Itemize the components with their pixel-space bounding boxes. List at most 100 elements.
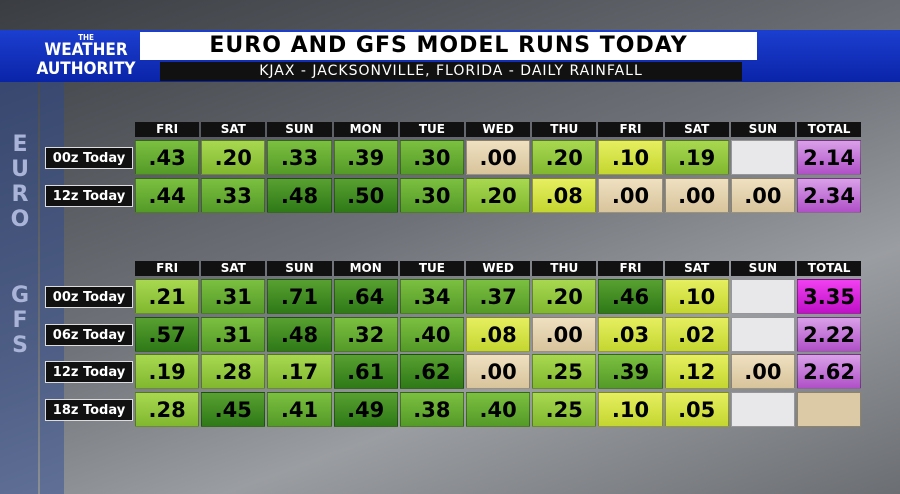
cell: .19	[664, 140, 729, 175]
cell: .39	[598, 354, 663, 389]
column-header: FRI	[135, 261, 200, 276]
cell: .64	[333, 279, 398, 314]
column-header: FRI	[598, 261, 663, 276]
cell: .48	[267, 316, 332, 352]
column-header: WED	[466, 122, 531, 137]
cell	[797, 391, 862, 427]
column-header: WED	[466, 261, 531, 276]
cell: .10	[598, 391, 663, 427]
cell: .08	[466, 316, 531, 352]
column-header: SAT	[201, 261, 266, 276]
cell: .20	[201, 140, 266, 175]
cell: .00	[598, 177, 663, 213]
cell: .33	[201, 177, 266, 213]
cell: .03	[598, 316, 663, 352]
column-header: SAT	[664, 122, 729, 137]
row-label: 12z Today	[45, 184, 133, 207]
column-header: SUN	[730, 261, 795, 276]
cell: .31	[201, 316, 266, 352]
cell: .46	[598, 279, 663, 314]
column-header: THU	[532, 122, 597, 137]
cell: .43	[135, 140, 200, 175]
cell: .00	[730, 177, 795, 213]
cell: .12	[664, 354, 729, 389]
cell: .28	[201, 354, 266, 389]
cell: .30	[399, 140, 464, 175]
cell: .00	[466, 140, 531, 175]
cell: .40	[466, 391, 531, 427]
cell: .38	[399, 391, 464, 427]
cell: .48	[267, 177, 332, 213]
cell: .31	[201, 279, 266, 314]
cell: 2.62	[797, 354, 862, 389]
row-label: 12z Today	[45, 361, 133, 383]
cell: .10	[664, 279, 729, 314]
section-label: EURO	[10, 132, 30, 232]
cell: .45	[201, 391, 266, 427]
cell: .19	[135, 354, 200, 389]
cell: .02	[664, 316, 729, 352]
cell: .57	[135, 316, 200, 352]
logo-line: AUTHORITY	[36, 59, 136, 79]
cell: .00	[730, 354, 795, 389]
cell: .05	[664, 391, 729, 427]
column-header: SUN	[267, 261, 332, 276]
cell: .20	[532, 140, 597, 175]
cell: .20	[466, 177, 531, 213]
cell: .49	[333, 391, 398, 427]
column-header: SUN	[730, 122, 795, 137]
cell: .50	[333, 177, 398, 213]
cell: 2.34	[797, 177, 862, 213]
cell: .32	[333, 316, 398, 352]
row-label: 06z Today	[45, 323, 133, 346]
cell: .41	[267, 391, 332, 427]
column-header: FRI	[135, 122, 200, 137]
cell	[730, 140, 795, 175]
cell	[730, 316, 795, 352]
cell: .44	[135, 177, 200, 213]
cell: .21	[135, 279, 200, 314]
cell: .00	[466, 354, 531, 389]
subtitle: KJAX - JACKSONVILLE, FLORIDA - DAILY RAI…	[160, 62, 742, 81]
column-header: FRI	[598, 122, 663, 137]
cell: .30	[399, 177, 464, 213]
column-header: SAT	[664, 261, 729, 276]
title: EURO AND GFS MODEL RUNS TODAY	[140, 32, 757, 60]
cell: .28	[135, 391, 200, 427]
column-header: TOTAL	[797, 261, 862, 276]
cell: .40	[399, 316, 464, 352]
cell	[730, 391, 795, 427]
row-label: 00z Today	[45, 286, 133, 308]
side-stripe	[0, 82, 38, 494]
cell: .34	[399, 279, 464, 314]
cell: .39	[333, 140, 398, 175]
cell: .62	[399, 354, 464, 389]
row-label: 00z Today	[45, 147, 133, 169]
cell: .00	[532, 316, 597, 352]
cell: .08	[532, 177, 597, 213]
cell: .20	[532, 279, 597, 314]
cell: .61	[333, 354, 398, 389]
cell: .71	[267, 279, 332, 314]
cell: .37	[466, 279, 531, 314]
cell: 2.14	[797, 140, 862, 175]
logo-line: WEATHER	[44, 40, 128, 60]
cell: .00	[664, 177, 729, 213]
column-header: TUE	[399, 122, 464, 137]
cell: .25	[532, 354, 597, 389]
cell: .10	[598, 140, 663, 175]
section-label: GFS	[10, 283, 30, 358]
column-header: TOTAL	[797, 122, 862, 137]
column-header: TUE	[399, 261, 464, 276]
row-label: 18z Today	[45, 398, 133, 421]
column-header: SUN	[267, 122, 332, 137]
cell: .25	[532, 391, 597, 427]
cell	[730, 279, 795, 314]
cell: .33	[267, 140, 332, 175]
cell: 2.22	[797, 316, 862, 352]
column-header: MON	[333, 261, 398, 276]
logo-small: THE	[78, 33, 94, 42]
column-header: SAT	[201, 122, 266, 137]
cell: 3.35	[797, 279, 862, 314]
